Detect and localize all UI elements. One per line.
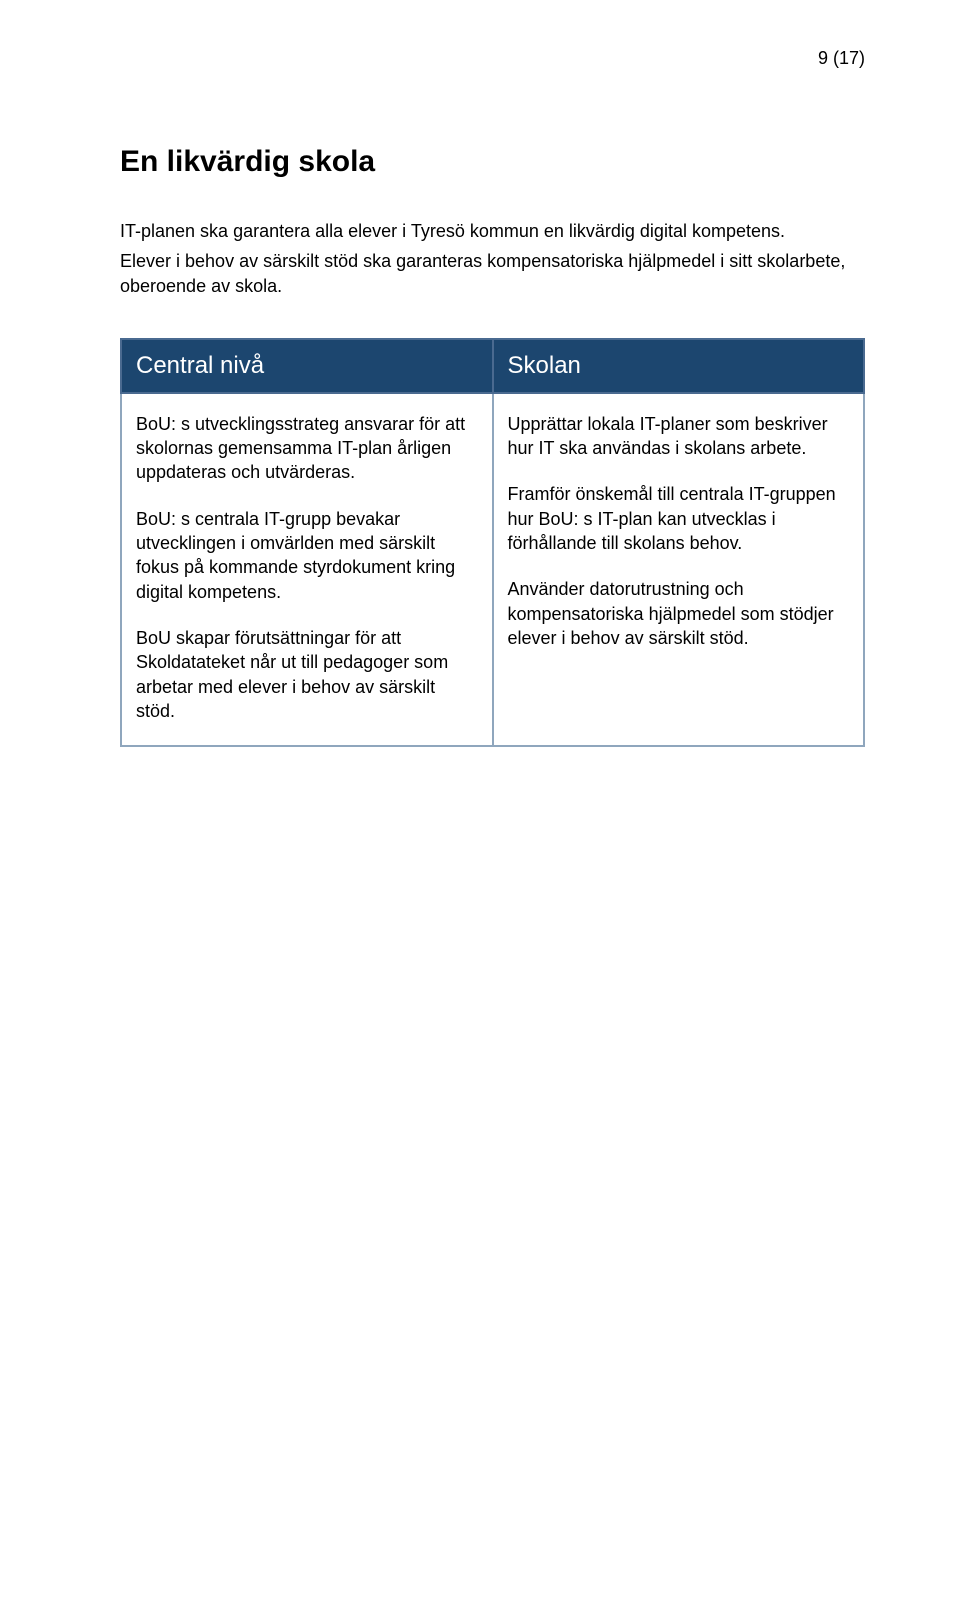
intro-paragraph-2: Elever i behov av särskilt stöd ska gara… <box>120 249 865 298</box>
page-heading: En likvärdig skola <box>120 145 865 179</box>
cell-paragraph: BoU: s centrala IT-grupp bevakar utveckl… <box>136 507 478 604</box>
cell-paragraph: BoU skapar förutsättningar för att Skold… <box>136 626 478 723</box>
cell-paragraph: Använder datorutrustning och kompensator… <box>508 577 850 650</box>
content-table: Central nivå Skolan BoU: s utvecklingsst… <box>120 338 865 747</box>
table-header-col2: Skolan <box>493 339 865 393</box>
cell-paragraph: Framför önskemål till centrala IT-gruppe… <box>508 482 850 555</box>
table-cell-right: Upprättar lokala IT-planer som beskriver… <box>493 393 865 746</box>
page-number: 9 (17) <box>818 48 865 69</box>
cell-paragraph: BoU: s utvecklingsstrateg ansvarar för a… <box>136 412 478 485</box>
table-cell-left: BoU: s utvecklingsstrateg ansvarar för a… <box>121 393 493 746</box>
document-page: 9 (17) En likvärdig skola IT-planen ska … <box>0 0 960 1605</box>
intro-paragraph-1: IT-planen ska garantera alla elever i Ty… <box>120 219 865 243</box>
table-row: BoU: s utvecklingsstrateg ansvarar för a… <box>121 393 864 746</box>
intro-block: IT-planen ska garantera alla elever i Ty… <box>120 219 865 298</box>
table-header-row: Central nivå Skolan <box>121 339 864 393</box>
cell-paragraph: Upprättar lokala IT-planer som beskriver… <box>508 412 850 461</box>
table-header-col1: Central nivå <box>121 339 493 393</box>
